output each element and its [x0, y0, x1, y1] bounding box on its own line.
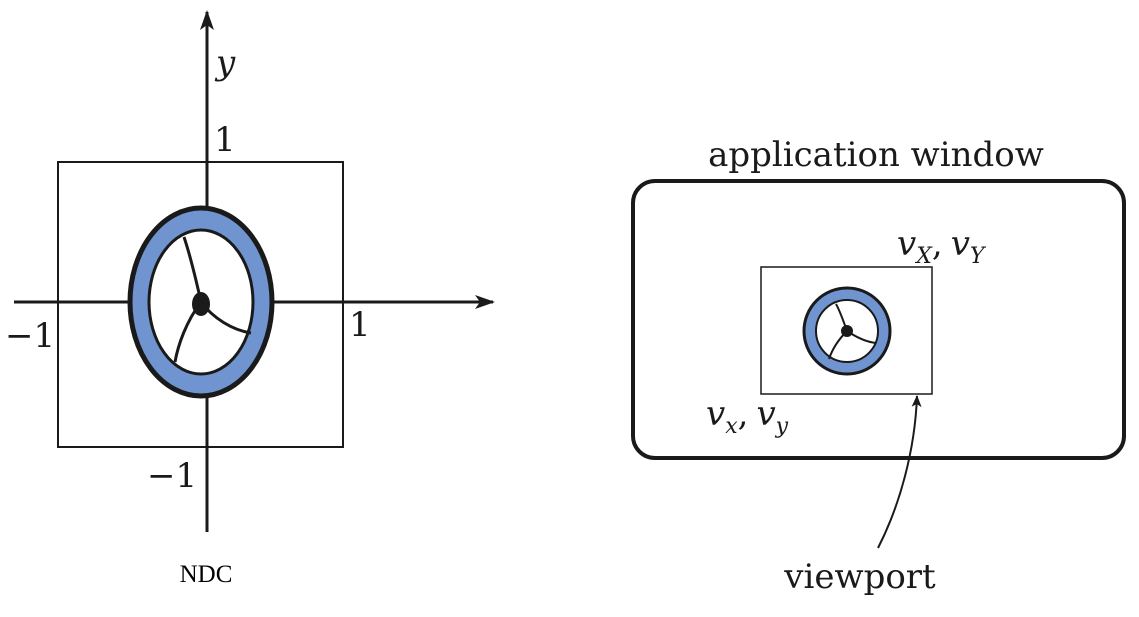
lower-corner-label: vx, vy [706, 394, 789, 439]
viewport-label: viewport [783, 557, 936, 597]
viewport-ring-graphic [802, 286, 892, 376]
ndc-ring-graphic [127, 205, 275, 399]
ndc-panel: y 1 1 −1 −1 NDC [5, 10, 495, 588]
ndc-square [57, 161, 344, 448]
application-window-title: application window [708, 135, 1044, 175]
ndc-tick-neg-x: −1 [5, 316, 55, 356]
ndc-y-axis-label: y [214, 43, 236, 83]
ndc-tick-neg-y: −1 [147, 456, 197, 496]
viewport-pointer-arrow [877, 395, 922, 549]
ndc-tick-pos-x: 1 [349, 305, 371, 345]
ndc-tick-pos-y: 1 [214, 120, 236, 160]
application-window-panel: application window vX, vY vx, vy viewport [631, 135, 1126, 597]
viewport-rect [760, 266, 933, 395]
application-window-frame [631, 179, 1126, 460]
ndc-hub [192, 292, 210, 316]
upper-corner-label: vX, vY [897, 224, 987, 269]
viewport-hub [841, 325, 853, 337]
ndc-caption: NDC [180, 561, 233, 588]
